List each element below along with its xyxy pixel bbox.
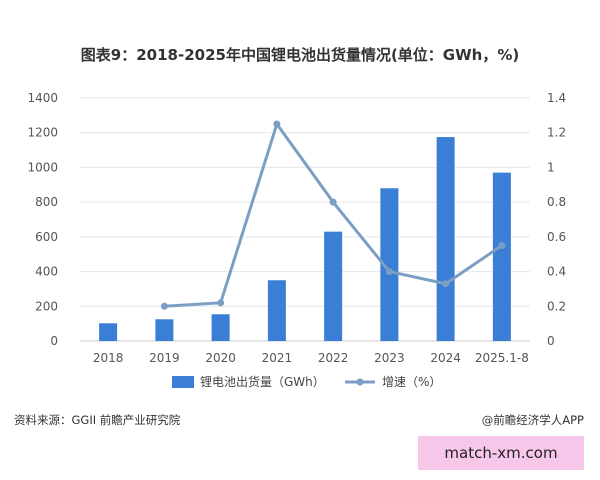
growth-point (217, 299, 225, 307)
x-tick-label: 2025.1-8 (475, 351, 529, 365)
credit-note: @前瞻经济学人APP (481, 413, 584, 427)
x-tick-label: 2024 (430, 351, 461, 365)
bar (155, 319, 174, 341)
x-tick-label: 2020 (205, 351, 236, 365)
bar (492, 172, 511, 341)
x-tick-label: 2021 (262, 351, 293, 365)
y-left-tick-label: 800 (35, 195, 58, 209)
x-tick-label: 2018 (93, 351, 124, 365)
x-tick-label: 2019 (149, 351, 180, 365)
site-badge: match-xm.com (418, 436, 584, 470)
x-tick-label: 2023 (374, 351, 405, 365)
y-left-tick-label: 1000 (27, 160, 58, 174)
y-left-tick-label: 600 (35, 230, 58, 244)
bar (99, 323, 118, 341)
legend-line-marker (356, 378, 364, 386)
y-left-tick-label: 200 (35, 299, 58, 313)
bar (267, 280, 286, 341)
y-right-tick-label: 1 (547, 160, 555, 174)
y-right-tick-label: 0 (547, 334, 555, 348)
y-right-tick-label: 1.4 (547, 91, 566, 105)
y-right-tick-label: 0.6 (547, 230, 566, 244)
bar (436, 137, 455, 341)
y-right-tick-label: 0.4 (547, 265, 566, 279)
x-tick-label: 2022 (318, 351, 349, 365)
growth-point (498, 242, 506, 250)
bar (324, 231, 343, 341)
growth-point (329, 198, 337, 206)
source-note: 资料来源：GGII 前瞻产业研究院 (14, 413, 181, 427)
growth-point (385, 268, 393, 276)
bar (211, 314, 230, 341)
y-right-tick-label: 0.2 (547, 299, 566, 313)
growth-point (442, 280, 450, 288)
y-left-tick-label: 0 (50, 334, 58, 348)
bar (380, 188, 399, 341)
y-right-tick-label: 1.2 (547, 126, 566, 140)
y-left-tick-label: 1400 (27, 91, 58, 105)
y-left-tick-label: 400 (35, 265, 58, 279)
legend-bar-swatch (172, 376, 194, 388)
growth-point (273, 120, 281, 128)
y-left-tick-label: 1200 (27, 126, 58, 140)
y-right-tick-label: 0.8 (547, 195, 566, 209)
legend-line-label: 增速（%） (382, 375, 441, 389)
growth-point (160, 302, 168, 310)
legend-bar-label: 锂电池出货量（GWh） (200, 374, 325, 389)
chart-title: 图表9：2018-2025年中国锂电池出货量情况(单位：GWh，%) (80, 46, 520, 64)
